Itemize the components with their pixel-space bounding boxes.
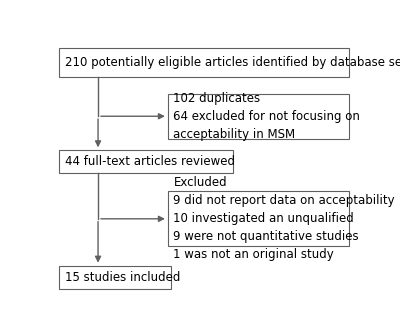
FancyBboxPatch shape	[168, 191, 349, 246]
FancyBboxPatch shape	[59, 266, 171, 289]
FancyBboxPatch shape	[168, 94, 349, 139]
Text: 102 duplicates
64 excluded for not focusing on
acceptability in MSM: 102 duplicates 64 excluded for not focus…	[173, 92, 360, 141]
Text: 44 full-text articles reviewed: 44 full-text articles reviewed	[65, 155, 235, 168]
FancyBboxPatch shape	[59, 48, 349, 77]
Text: Excluded
9 did not report data on acceptability
10 investigated an unqualified
9: Excluded 9 did not report data on accept…	[173, 176, 395, 261]
Text: 15 studies included: 15 studies included	[65, 271, 180, 284]
Text: 210 potentially eligible articles identified by database search: 210 potentially eligible articles identi…	[65, 56, 400, 69]
FancyBboxPatch shape	[59, 150, 233, 173]
